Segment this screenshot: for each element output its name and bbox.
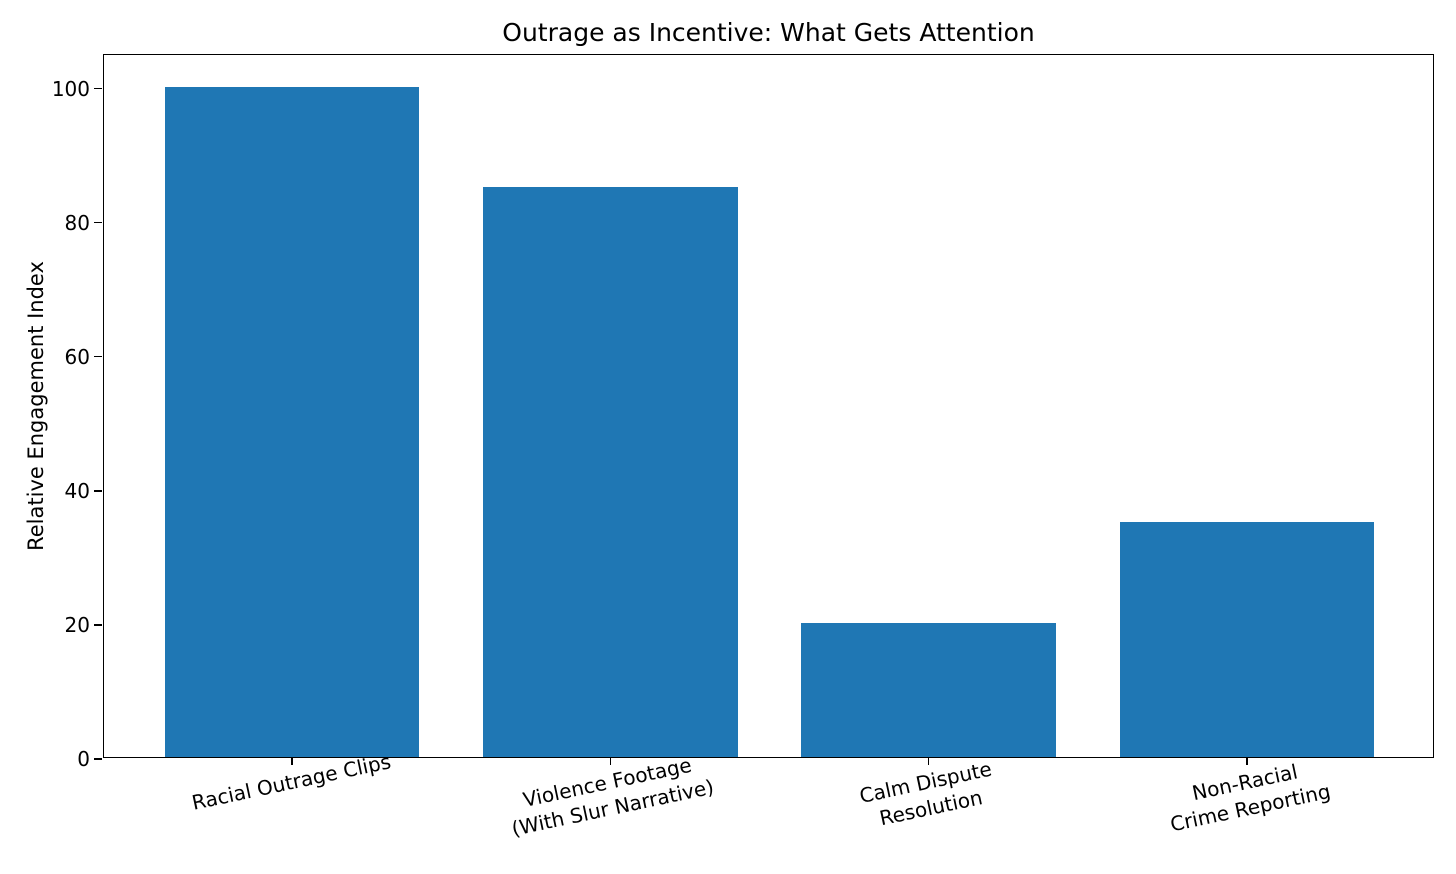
- y-tick-label: 40: [64, 478, 90, 503]
- bar-1: [164, 86, 420, 757]
- x-tick-mark: [927, 757, 930, 765]
- x-tick-label-wrap: Violence Footage (With Slur Narrative): [410, 753, 810, 841]
- x-tick-mark: [609, 757, 612, 765]
- plot-area: 0 20 40 60 80 100 Racial Outrage Clips Violence…: [52, 54, 1434, 841]
- y-tick-label: 20: [64, 612, 90, 637]
- y-tick-mark: [94, 355, 102, 358]
- y-tick-label: 80: [64, 210, 90, 235]
- y-tick-mark: [94, 490, 102, 492]
- bar-2: [482, 187, 738, 757]
- y-tick-mark: [94, 87, 102, 90]
- y-tick-mark: [94, 221, 102, 224]
- x-tick-label-wrap: Calm Dispute Resolution: [729, 757, 1129, 831]
- x-tick-mark: [291, 757, 293, 765]
- chart-title: Outrage as Incentive: What Gets Attentio…: [502, 18, 1035, 47]
- bar-4: [1119, 522, 1375, 757]
- y-axis-label: Relative Engagement Index: [24, 261, 48, 551]
- bar-3: [801, 622, 1057, 757]
- y-tick-mark: [94, 624, 102, 626]
- y-tick-mark: [94, 758, 102, 760]
- y-tick-label: 0: [77, 747, 90, 771]
- x-tick-label-wrap: Non-Racial Crime Reporting: [1047, 759, 1447, 836]
- x-tick-mark: [1246, 757, 1248, 765]
- y-tick-label: 100: [51, 76, 90, 101]
- x-tick-label-wrap: Racial Outrage Clips: [92, 749, 492, 815]
- x-tick-label: Calm Dispute Resolution: [857, 756, 995, 831]
- x-tick-label: Non-Racial Crime Reporting: [1167, 759, 1333, 837]
- y-tick-label: 60: [64, 344, 90, 369]
